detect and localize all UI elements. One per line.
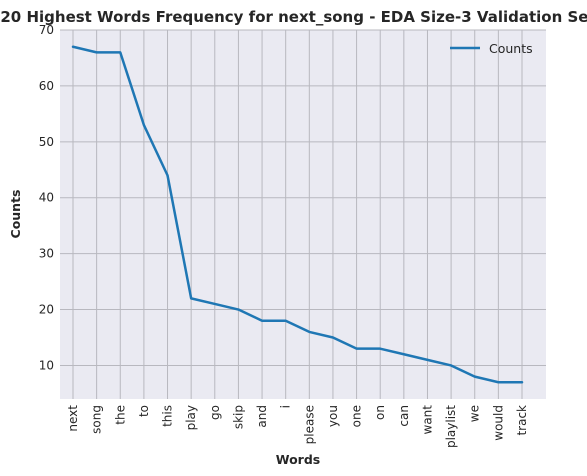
y-tick-label: 70	[39, 23, 54, 37]
x-tick-labels: next song the to this play go skip and i please you…	[66, 405, 529, 448]
x-tick-label: go	[208, 405, 222, 420]
x-tick-label: would	[491, 405, 505, 441]
x-tick-label: and	[255, 405, 269, 428]
x-tick-label: the	[113, 405, 127, 425]
x-tick-label: skip	[231, 405, 245, 429]
y-tick-label: 50	[39, 135, 54, 149]
y-tick-labels: 10 20 30 40 50 60 70	[39, 23, 54, 372]
x-tick-label: to	[137, 405, 151, 417]
x-tick-label: song	[90, 405, 104, 434]
x-tick-label: can	[397, 405, 411, 427]
x-tick-label: you	[326, 405, 340, 427]
y-tick-label: 40	[39, 191, 54, 205]
x-tick-label: want	[420, 405, 434, 435]
x-tick-label: i	[279, 405, 293, 408]
x-tick-label: track	[515, 405, 529, 436]
legend: Counts	[450, 41, 533, 56]
chart-title: 20 Highest Words Frequency for next_song…	[0, 8, 587, 26]
x-tick-label: on	[373, 405, 387, 420]
y-tick-label: 10	[39, 358, 54, 372]
y-axis-label: Counts	[8, 190, 23, 239]
x-tick-label: we	[468, 405, 482, 422]
x-tick-label: next	[66, 405, 80, 432]
x-tick-label: please	[302, 405, 316, 444]
x-axis-label: Words	[276, 452, 320, 467]
x-tick-label: this	[161, 405, 175, 427]
x-tick-label: one	[350, 405, 364, 427]
y-tick-label: 30	[39, 247, 54, 261]
legend-label-counts: Counts	[489, 41, 533, 56]
y-tick-label: 60	[39, 79, 54, 93]
plot-background	[60, 30, 546, 399]
y-tick-label: 20	[39, 303, 54, 317]
series-line-counts	[71, 45, 524, 384]
grid-lines	[60, 29, 546, 399]
x-tick-label: play	[184, 405, 198, 430]
x-tick-label: playlist	[444, 405, 458, 448]
